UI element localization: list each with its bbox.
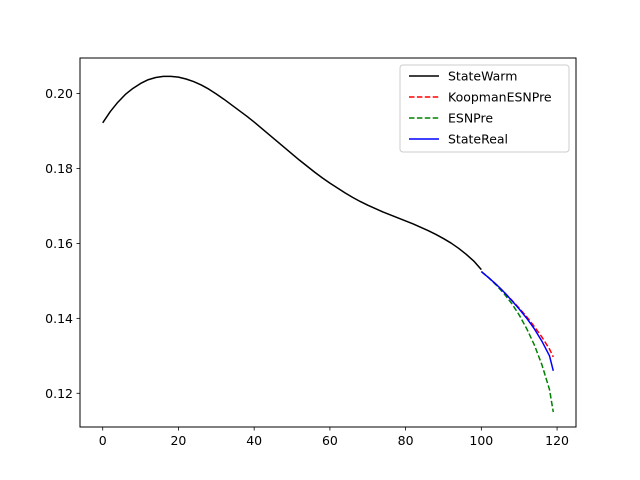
legend-label: StateReal: [448, 132, 508, 147]
x-axis: 0 20 40 60 80 100 120: [99, 427, 569, 448]
legend-label: ESNPre: [448, 111, 493, 126]
y-tick-label: 0.14: [45, 311, 73, 326]
x-tick-label: 20: [170, 433, 186, 448]
x-tick-label: 80: [398, 433, 414, 448]
series-line-statewarm: [102, 75, 482, 271]
x-tick-label: 120: [545, 433, 569, 448]
plot-lines: [102, 75, 555, 413]
y-tick-label: 0.20: [45, 86, 73, 101]
y-tick-label: 0.16: [45, 236, 73, 251]
y-tick-label: 0.18: [45, 161, 73, 176]
legend-box: [399, 64, 570, 153]
legend: StateWarm KoopmanESNPre ESNPre StateReal: [399, 64, 570, 153]
y-axis: 0.12 0.14 0.16 0.18 0.20: [45, 86, 80, 401]
axes-frame: [79, 57, 577, 428]
x-tick-label: 0: [99, 433, 107, 448]
series-line-statereal: [480, 270, 555, 371]
x-tick-label: 60: [322, 433, 338, 448]
x-tick-label: 40: [246, 433, 262, 448]
legend-label: StateWarm: [448, 69, 517, 84]
y-tick-label: 0.12: [45, 386, 73, 401]
legend-label: KoopmanESNPre: [448, 90, 552, 105]
x-tick-label: 100: [469, 433, 493, 448]
